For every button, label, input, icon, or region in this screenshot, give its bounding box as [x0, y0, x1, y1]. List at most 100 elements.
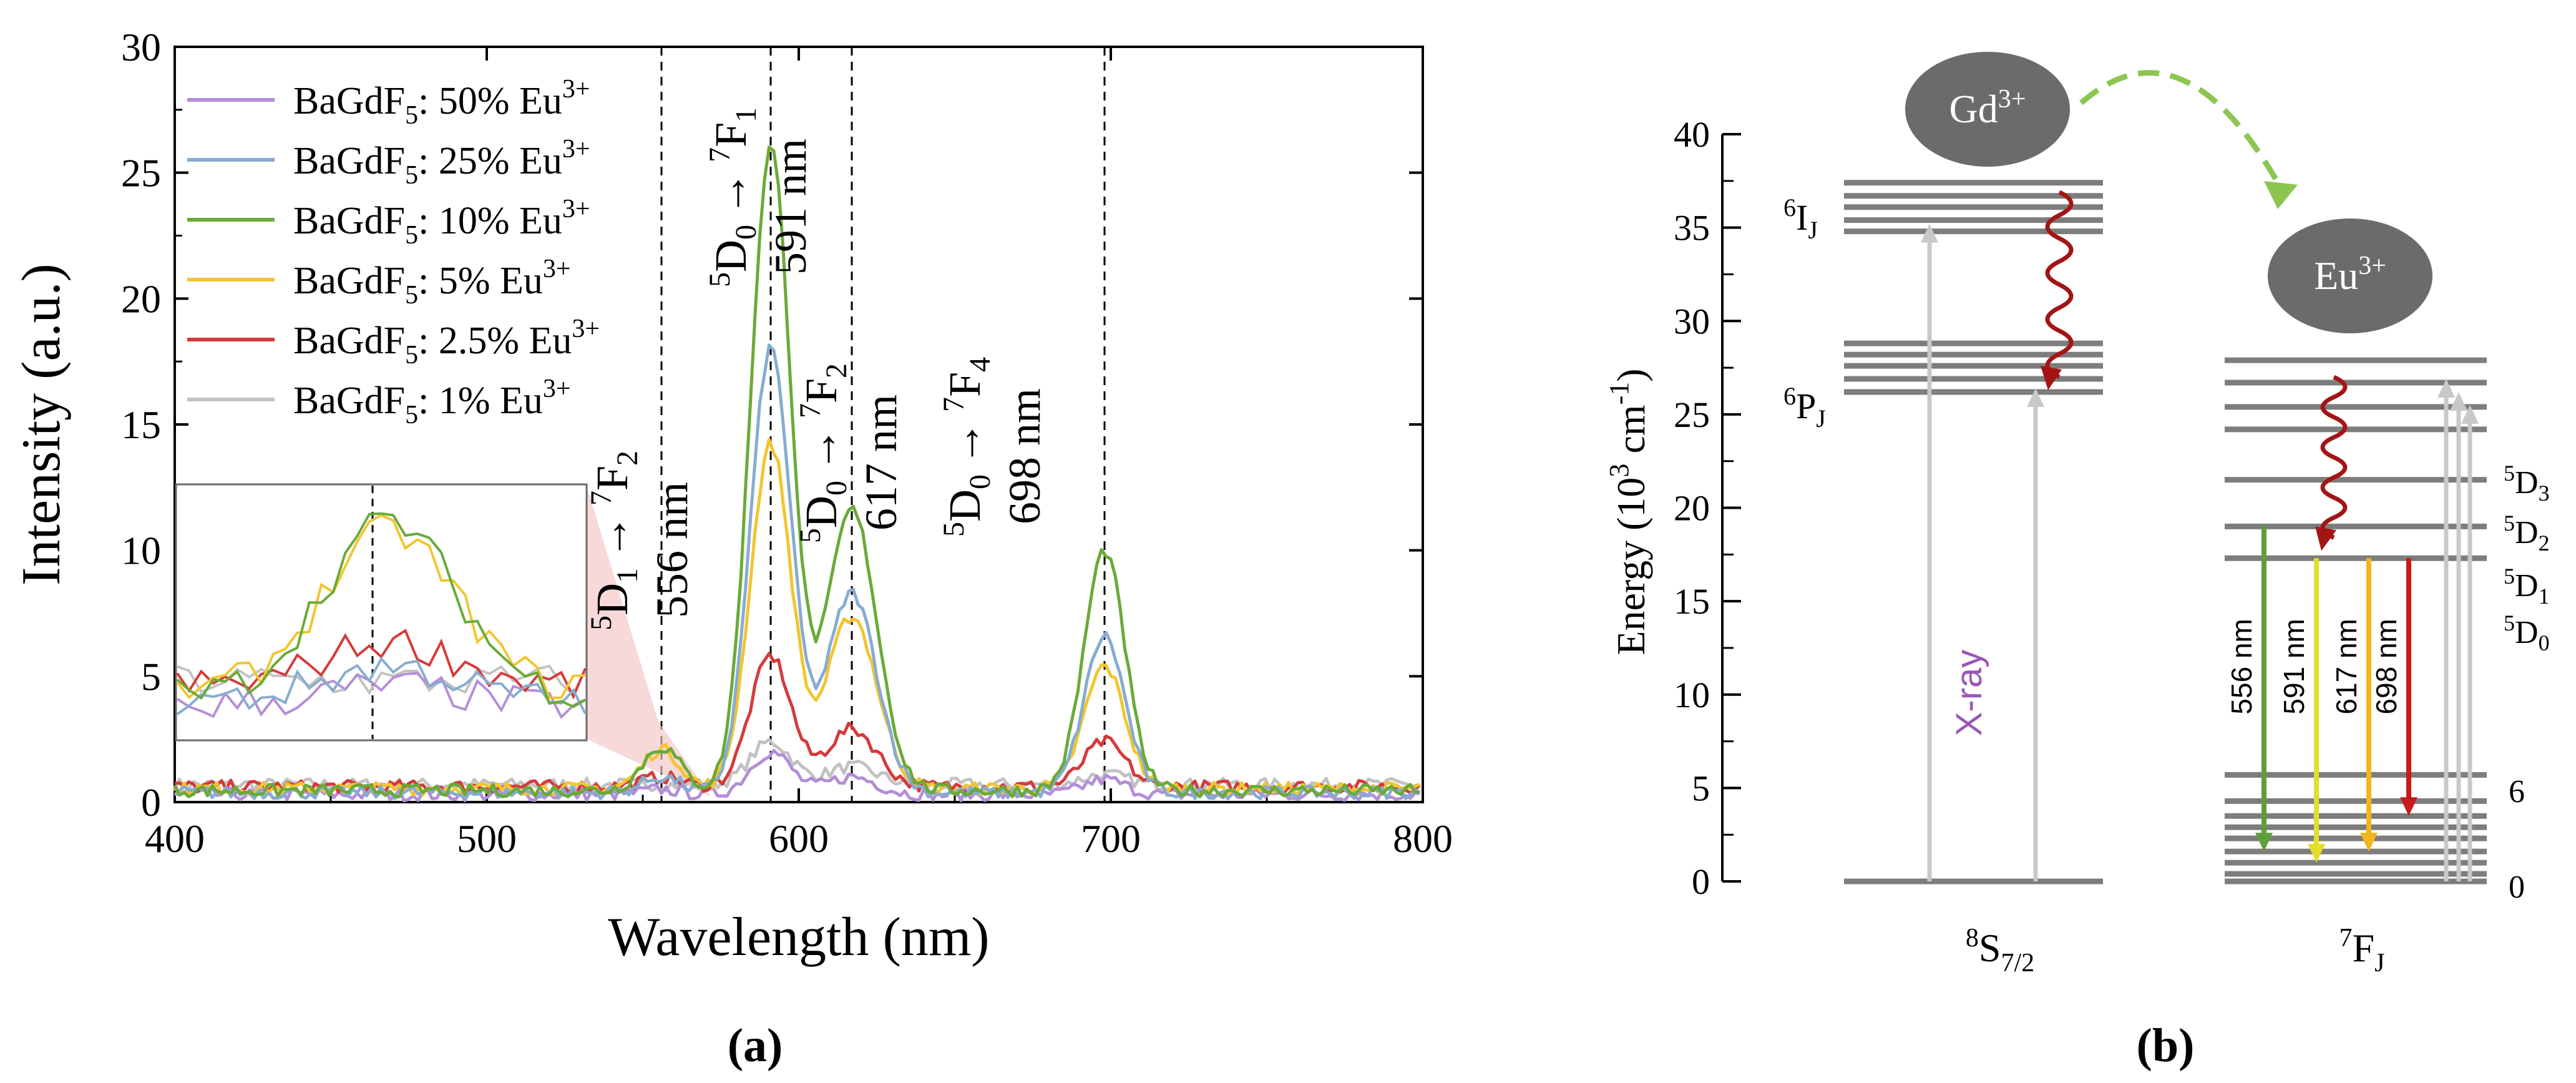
annotation-698: 5D0→7F4 698 nm — [937, 357, 1050, 537]
series-line-2 — [173, 145, 1420, 798]
legend-label-1: BaGdF5: 25% Eu3+ — [293, 135, 590, 190]
energy-tick-label: 15 — [1674, 581, 1710, 622]
annotation-556: 5D1→7F2 556 nm — [585, 451, 697, 630]
gd-6IJ-label: 6IJ — [1783, 194, 1818, 244]
emission-label-1: 591 nm — [2278, 619, 2310, 714]
eu-excitation-arrow-3-head — [2461, 404, 2479, 424]
spectra-series — [173, 145, 1421, 803]
y-tick-label: 20 — [121, 277, 161, 321]
caption-a: (a) — [728, 1019, 783, 1072]
energy-tick-label: 0 — [1692, 861, 1710, 902]
energy-axis-label: Energy (103 cm-1) — [1604, 368, 1653, 655]
eu-5D3-label: 5D3 — [2504, 461, 2550, 506]
eu-5D1-label: 5D1 — [2504, 564, 2550, 609]
gd-ion-ellipse — [1905, 52, 2070, 167]
y-tick-label: 25 — [121, 151, 161, 195]
energy-tick-label: 5 — [1692, 768, 1710, 808]
panel-a-spectrum-chart: BaGdF5: 50% Eu3+BaGdF5: 25% Eu3+BaGdF5: … — [11, 25, 1453, 1072]
caption-b: (b) — [2137, 1019, 2195, 1072]
emission-label-3: 698 nm — [2370, 619, 2403, 714]
y-tick-label: 10 — [121, 529, 161, 573]
y-tick-label: 15 — [121, 403, 161, 447]
inset-series — [176, 512, 587, 720]
svg-text:5D0→7F2: 5D0→7F2 — [794, 363, 853, 543]
x-tick-label: 600 — [769, 816, 829, 861]
eu-ion-ellipse — [2268, 218, 2432, 333]
gd-energy-levels — [1844, 180, 2103, 885]
emission-arrow-3-head — [2400, 797, 2417, 816]
inset-series-3 — [176, 514, 586, 700]
inset-series-2 — [176, 512, 586, 708]
energy-transfer-arrow — [2079, 70, 2286, 195]
inset-frame — [175, 483, 588, 742]
energy-transfer-arrowhead — [2264, 181, 2298, 209]
inset-zoom-wedge — [587, 486, 711, 797]
annotation-591: 5D0→7F1 591 nm — [703, 107, 816, 287]
inset-series-0 — [176, 672, 586, 720]
x-axis-label: Wavelength (nm) — [608, 907, 989, 968]
inset-zoom-plot — [175, 483, 588, 742]
legend-label-4: BaGdF5: 2.5% Eu3+ — [293, 315, 600, 370]
x-tick-label: 500 — [457, 816, 517, 861]
svg-text:5D1→7F2: 5D1→7F2 — [585, 451, 644, 630]
energy-tick-label: 10 — [1674, 675, 1710, 715]
eu-5D0-label: 5D0 — [2504, 610, 2550, 655]
label-591nm: 591 nm — [766, 139, 816, 275]
annotation-617: 5D0→7F2 617 nm — [794, 363, 906, 543]
emission-label-2: 617 nm — [2330, 619, 2363, 714]
x-tick-label: 800 — [1393, 816, 1453, 861]
gd-excitation-arrow-1-head — [1921, 223, 1938, 243]
gd-relaxation-head — [2041, 366, 2062, 390]
inset-series-5 — [177, 664, 587, 697]
y-axis-label: Intensity (a.u.) — [11, 263, 72, 586]
eu-excitation-arrow-2-head — [2450, 391, 2467, 411]
x-tick-label: 700 — [1081, 816, 1141, 861]
inset-series-1 — [176, 656, 587, 715]
legend-label-5: BaGdF5: 1% Eu3+ — [293, 375, 571, 429]
y-tick-label: 30 — [121, 25, 161, 69]
gd-relaxation-wave — [2045, 190, 2074, 380]
emission-arrow-0-head — [2255, 833, 2273, 852]
energy-tick-label: 25 — [1674, 394, 1710, 435]
eu-ion-label: Eu3+ — [2314, 252, 2386, 298]
energy-tick-label: 30 — [1674, 301, 1710, 341]
xray-label: X-ray — [1949, 650, 1989, 737]
emission-arrow-1-head — [2308, 844, 2325, 863]
legend-label-0: BaGdF5: 50% Eu3+ — [293, 75, 590, 130]
legend: BaGdF5: 50% Eu3+BaGdF5: 25% Eu3+BaGdF5: … — [187, 75, 600, 429]
energy-tick-label: 35 — [1674, 208, 1710, 248]
series-line-1 — [173, 343, 1421, 801]
emission-labels: 556 nm 591 nm 617 nm 698 nm — [2225, 619, 2403, 714]
axis-tick-labels: 400 500 600 700 800 0 5 10 15 20 25 30 — [121, 25, 1453, 861]
label-556nm: 556 nm — [647, 482, 697, 618]
eu-excitation-arrow-1-head — [2437, 379, 2455, 398]
gd-ground-label: 8S7/2 — [1966, 924, 2034, 978]
gd-6PJ-label: 6PJ — [1783, 382, 1826, 433]
eu-5D2-label: 5D2 — [2504, 511, 2550, 556]
energy-axis-ticks: 0 5 10 15 20 25 30 35 40 — [1674, 114, 1741, 902]
reference-lines — [660, 47, 1106, 802]
x-tick-label: 400 — [145, 816, 205, 861]
energy-tick-label: 40 — [1674, 114, 1710, 155]
emission-label-0: 556 nm — [2225, 619, 2258, 714]
eu-ground-label: 7FJ — [2339, 924, 2385, 978]
legend-label-2: BaGdF5: 10% Eu3+ — [293, 195, 590, 250]
eu-relaxation-wave — [2320, 375, 2348, 540]
eu-7F0-label: 0 — [2509, 870, 2525, 905]
gd-excitation-arrow-2-head — [2027, 388, 2044, 407]
eu-relaxation-head — [2315, 526, 2336, 551]
legend-label-3: BaGdF5: 5% Eu3+ — [293, 255, 571, 310]
svg-text:5D0→7F1: 5D0→7F1 — [703, 107, 763, 287]
y-tick-label: 5 — [141, 654, 161, 698]
svg-text:5D0→7F4: 5D0→7F4 — [937, 357, 997, 537]
series-line-5 — [173, 738, 1420, 793]
label-698nm: 698 nm — [1000, 388, 1050, 524]
gd-ion-label: Gd3+ — [1949, 85, 2026, 131]
eu-energy-levels — [2225, 357, 2487, 885]
energy-tick-label: 20 — [1674, 488, 1710, 529]
y-tick-label: 0 — [141, 780, 161, 825]
eu-7F6-label: 6 — [2509, 774, 2525, 810]
label-617nm: 617 nm — [856, 394, 906, 531]
